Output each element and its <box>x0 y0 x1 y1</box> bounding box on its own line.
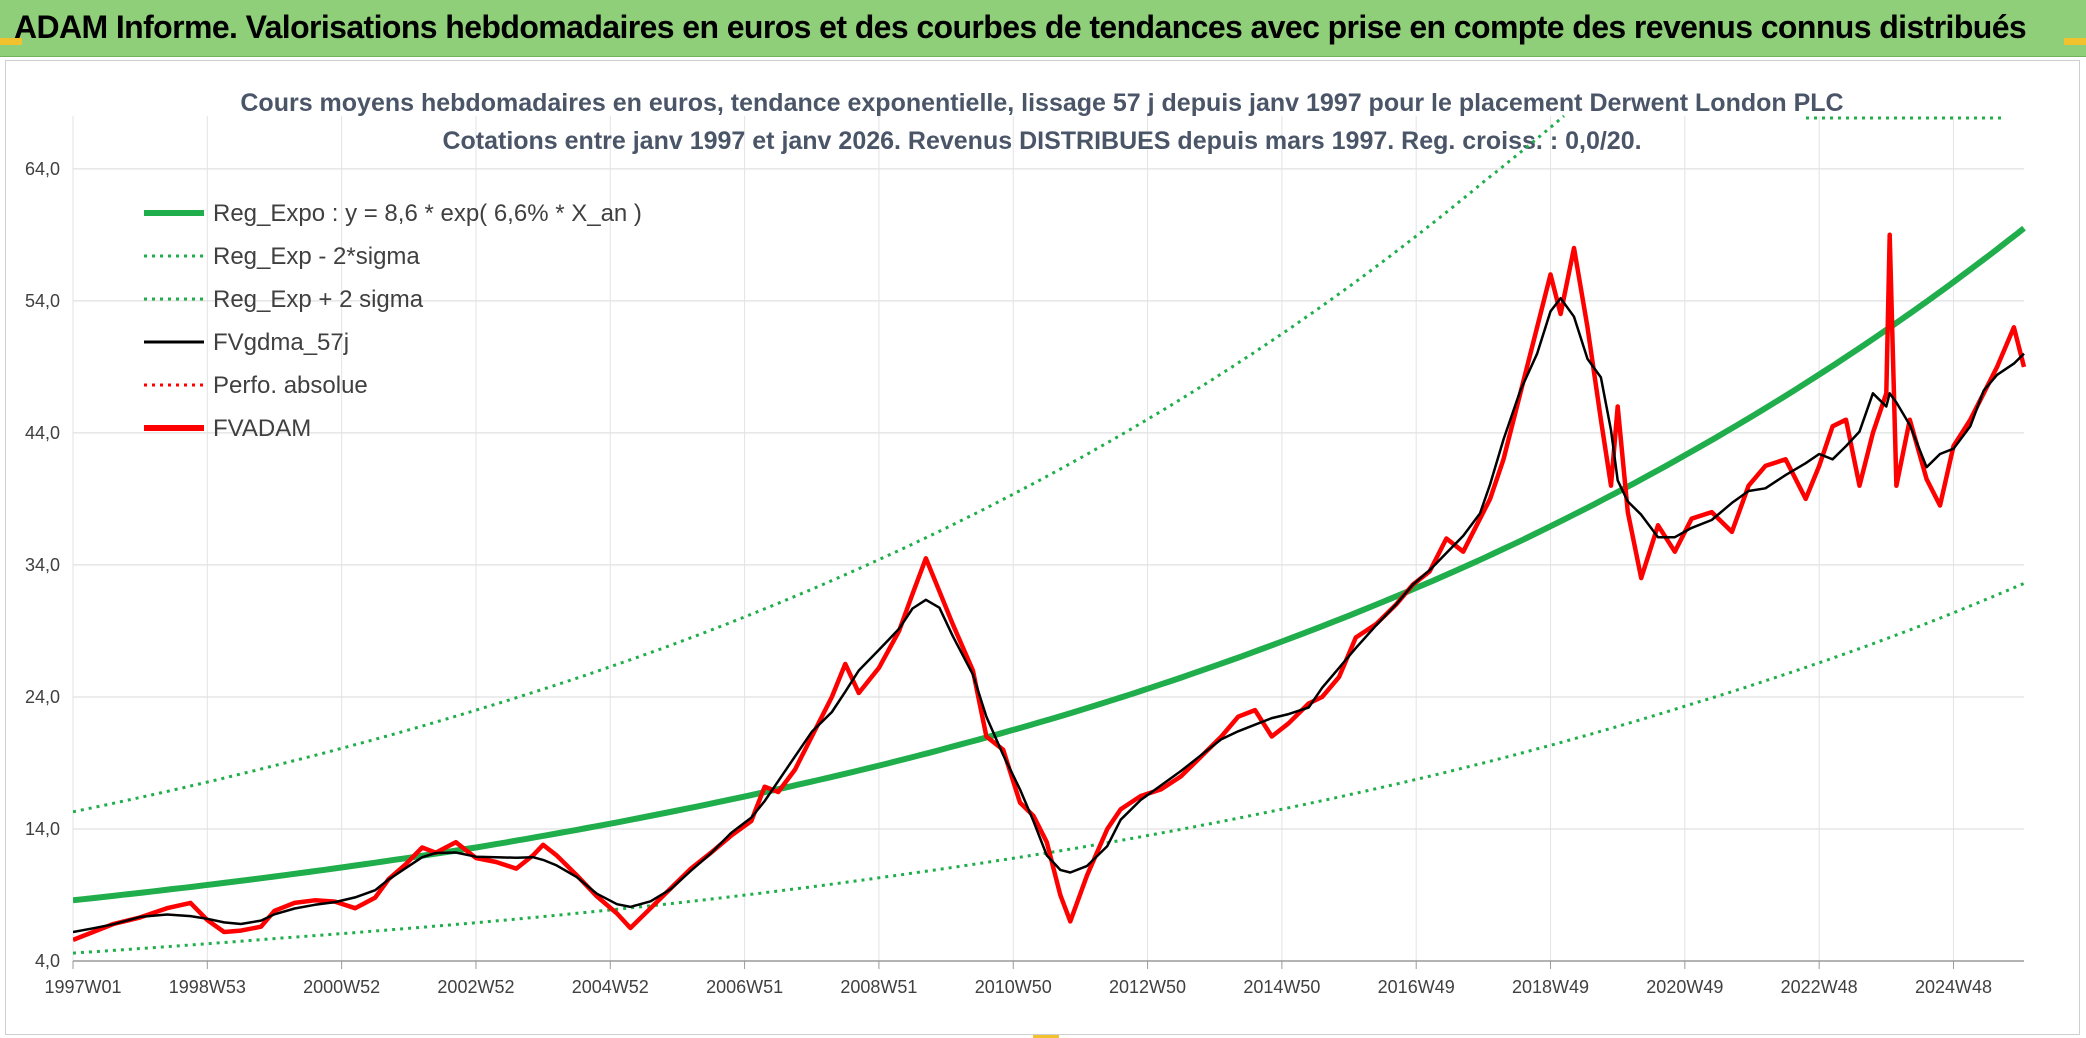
legend: Reg_Expo : y = 8,6 * exp( 6,6% * X_an ) R… <box>144 200 642 442</box>
x-tick-label: 2024W48 <box>1915 977 1992 997</box>
report-banner: ADAM Informe. Valorisations hebdomadaire… <box>0 0 2086 57</box>
x-tick-label: 2014W50 <box>1243 977 1320 997</box>
axes: 4,0 14,0 24,0 34,0 44,0 54,0 64,0 1997W01 1998W5… <box>25 159 2024 997</box>
corner-mark-right <box>2064 38 2086 45</box>
legend-label: Perfo. absolue <box>213 372 368 399</box>
legend-label: FVADAM <box>213 415 311 442</box>
x-tick-label: 2022W48 <box>1781 977 1858 997</box>
series-reg-minus-2-sigma <box>73 582 2025 955</box>
y-tick-label: 14,0 <box>25 819 60 839</box>
series-reg-plus-2-sigma <box>73 114 1565 814</box>
y-tick-label: 34,0 <box>25 555 60 575</box>
y-tick-label: 54,0 <box>25 291 60 311</box>
x-tick-label: 1997W01 <box>44 977 121 997</box>
x-tick-label: 2004W52 <box>572 977 649 997</box>
legend-label: FVgdma_57j <box>213 329 349 356</box>
x-tick-label: 2016W49 <box>1378 977 1455 997</box>
x-tick-label: 2002W52 <box>437 977 514 997</box>
chart-title-line-2: Cotations entre janv 1997 et janv 2026. … <box>442 127 1641 155</box>
x-tick-label: 2018W49 <box>1512 977 1589 997</box>
series-fvadam <box>73 232 2027 942</box>
x-tick-label: 2012W50 <box>1109 977 1186 997</box>
series-reg-expo <box>73 225 2026 904</box>
x-tick-label: 1998W53 <box>169 977 246 997</box>
corner-mark-left <box>0 38 22 45</box>
chart-area: Cours moyens hebdomadaires en euros, ten… <box>5 60 2080 1035</box>
legend-label: Reg_Exp - 2*sigma <box>213 243 420 270</box>
chart-title-line-1: Cours moyens hebdomadaires en euros, ten… <box>240 89 1843 117</box>
x-tick-label: 2010W50 <box>975 977 1052 997</box>
grid <box>72 116 2024 962</box>
legend-label: Reg_Expo : y = 8,6 * exp( 6,6% * X_an ) <box>213 200 642 227</box>
x-tick-label: 2008W51 <box>840 977 917 997</box>
legend-label: Reg_Exp + 2 sigma <box>213 286 424 313</box>
series-fvgdma-57j <box>73 296 2025 934</box>
series-group <box>73 114 2027 955</box>
series <box>73 114 2027 955</box>
y-tick-label: 4,0 <box>35 951 60 971</box>
x-tick-label: 2000W52 <box>303 977 380 997</box>
y-tick-label: 24,0 <box>25 687 60 707</box>
price-chart: Cours moyens hebdomadaires en euros, ten… <box>25 89 2027 997</box>
chart-title: Cours moyens hebdomadaires en euros, ten… <box>240 89 1843 155</box>
y-tick-label: 64,0 <box>25 159 60 179</box>
report-title: ADAM Informe. Valorisations hebdomadaire… <box>14 9 2027 45</box>
y-tick-label: 44,0 <box>25 423 60 443</box>
x-tick-label: 2020W49 <box>1646 977 1723 997</box>
x-tick-label: 2006W51 <box>706 977 783 997</box>
